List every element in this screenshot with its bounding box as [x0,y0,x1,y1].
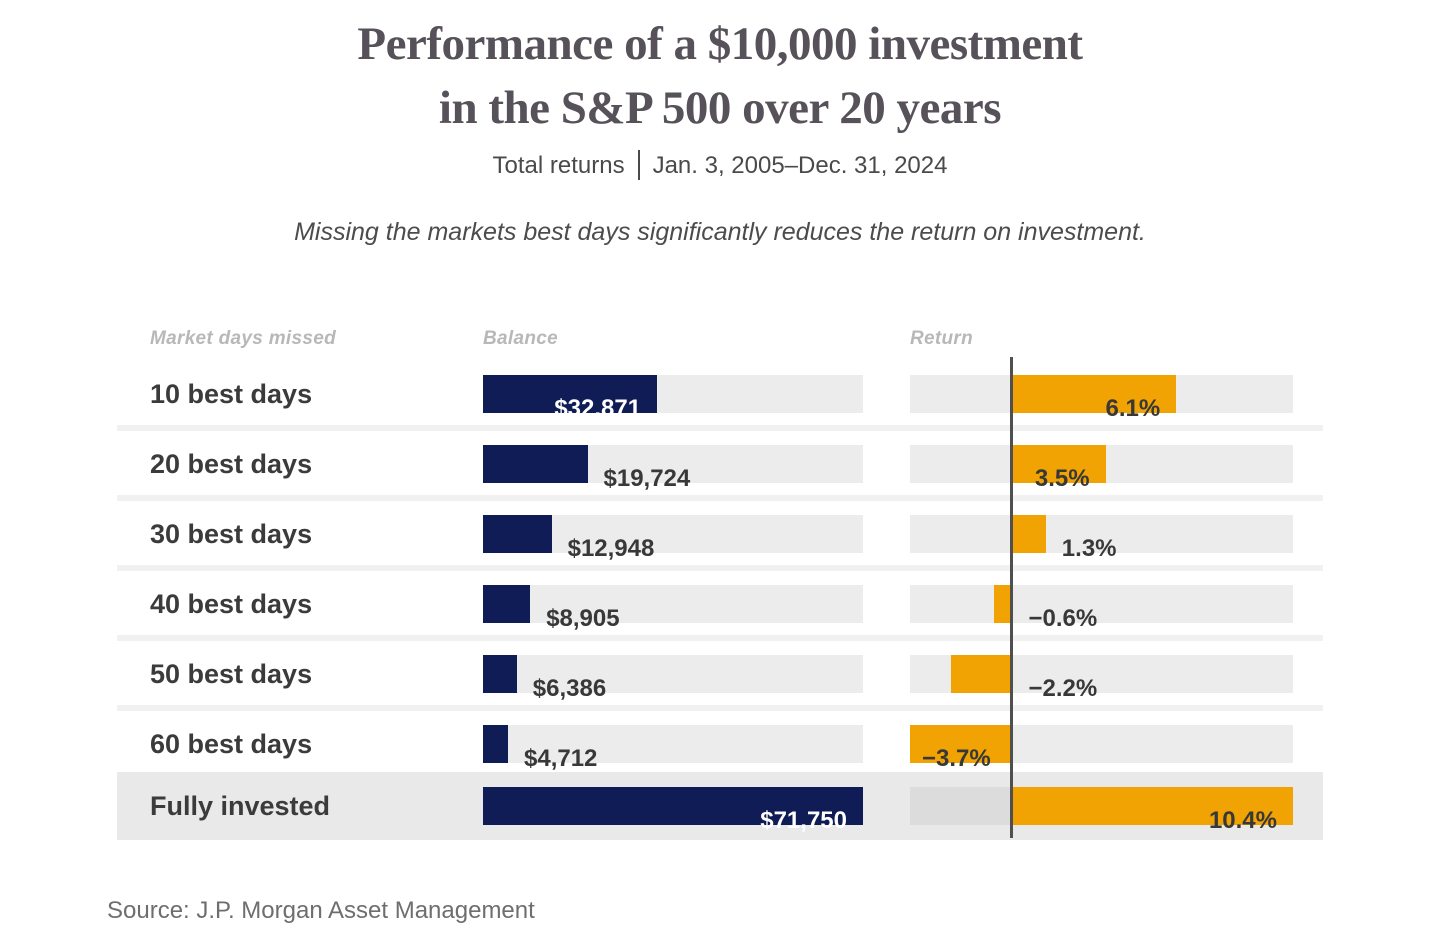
balance-track: $32,871 [483,375,863,422]
row-separator [117,425,1323,431]
row-label: 20 best days [150,449,313,479]
return-track: −0.6% [910,585,1293,632]
return-value: 3.5% [1034,465,1090,492]
chart-subtitle: Total returns Jan. 3, 2005–Dec. 31, 2024 [0,150,1440,180]
return-track: 10.4% [910,787,1293,834]
row-separator [117,565,1323,571]
source-text: Source: J.P. Morgan Asset Management [107,897,535,924]
return-value: −2.2% [1028,675,1098,702]
row-label: Fully invested [150,791,331,821]
subtitle-prefix: Total returns [492,152,625,179]
return-bar [994,585,1011,623]
table-row: 50 best days $6,386 −2.2% [117,640,1323,708]
return-bar [1010,787,1293,825]
column-header-market-days-missed: Market days missed [150,328,336,349]
return-track: −3.7% [910,725,1293,772]
return-track: 6.1% [910,375,1293,422]
subtitle-divider [637,150,640,180]
return-track: 3.5% [910,445,1293,492]
return-bar [950,655,1011,693]
table-row: 10 best days $32,871 6.1% [117,360,1323,428]
row-label: 10 best days [150,379,313,409]
chart-title-line1: Performance of a $10,000 investment [357,18,1083,70]
balance-track: $71,750 [483,787,863,834]
subtitle-dates: Jan. 3, 2005–Dec. 31, 2024 [652,152,948,179]
balance-track: $4,712 [483,725,863,772]
balance-track: $6,386 [483,655,863,702]
table-row: 20 best days $19,724 3.5% [117,430,1323,498]
table-row: 60 best days $4,712 −3.7% [117,710,1323,778]
column-header-balance: Balance [483,328,558,349]
row-separator [117,705,1323,711]
table-row: Fully invested $71,750 10.4% [117,772,1323,840]
table-row: 40 best days $8,905 −0.6% [117,570,1323,638]
balance-value: $12,948 [567,535,655,562]
chart-title: Performance of a $10,000 investment in t… [0,12,1440,140]
return-bar [1010,515,1046,553]
return-bar [1010,445,1106,483]
balance-value: $19,724 [603,465,691,492]
balance-track: $19,724 [483,445,863,492]
balance-bar [483,725,508,763]
balance-bar [483,375,658,413]
zero-baseline [1010,357,1013,838]
balance-bar [483,515,552,553]
row-label: 40 best days [150,589,313,619]
chart-title-line2: in the S&P 500 over 20 years [438,82,1002,134]
return-bar [1010,375,1177,413]
return-value: −0.6% [1028,605,1098,632]
balance-value: $4,712 [524,745,598,772]
row-separator [117,495,1323,501]
chart-note: Missing the markets best days significan… [294,218,1146,246]
balance-value: $6,386 [532,675,607,702]
return-value: −3.7% [922,745,991,772]
return-bar [910,725,1011,763]
return-value: 10.4% [1208,807,1277,834]
balance-value: $32,871 [554,395,642,422]
column-header-return: Return [910,328,974,349]
balance-bar [483,655,517,693]
balance-value: $8,905 [546,605,620,632]
balance-bar [483,787,863,825]
return-track: 1.3% [910,515,1293,562]
balance-value: $71,750 [760,807,847,834]
row-label: 30 best days [150,519,313,549]
balance-bar [483,585,531,623]
balance-track: $12,948 [483,515,863,562]
row-label: 60 best days [150,729,313,759]
table-row: 30 best days $12,948 1.3% [117,500,1323,568]
return-value: 6.1% [1105,395,1161,422]
row-label: 50 best days [150,659,313,689]
return-track: −2.2% [910,655,1293,702]
balance-bar [483,445,588,483]
balance-track: $8,905 [483,585,863,632]
return-value: 1.3% [1061,535,1117,562]
row-separator [117,635,1323,641]
